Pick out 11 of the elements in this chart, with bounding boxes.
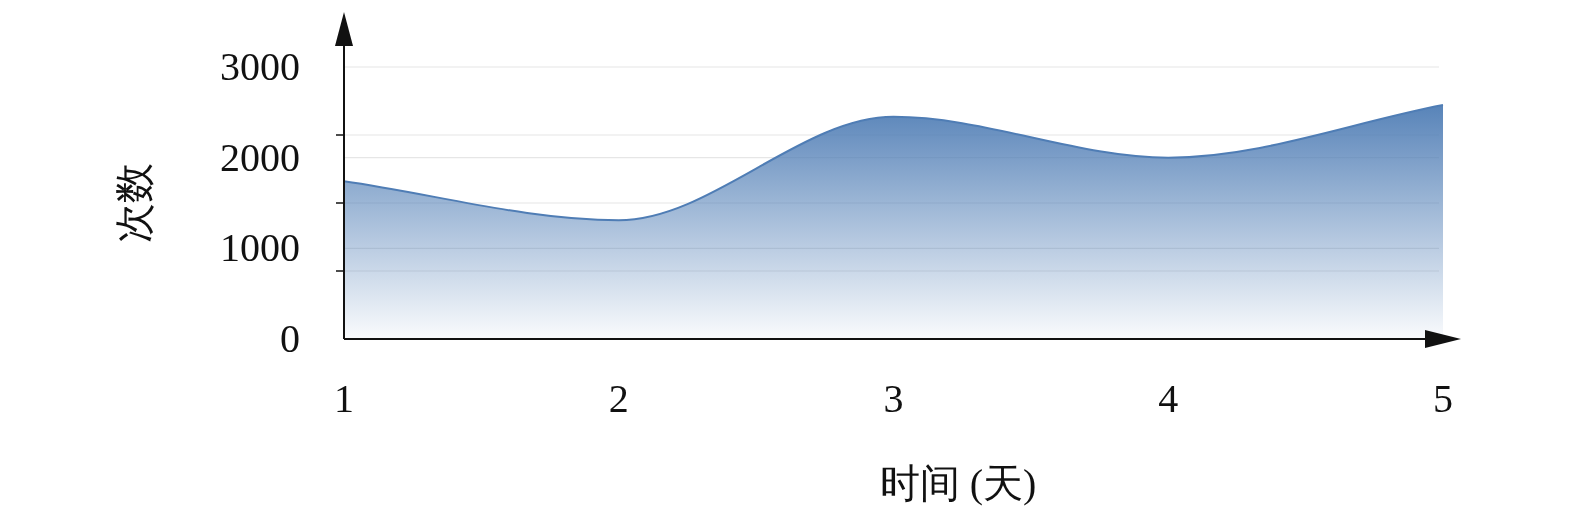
x-tick-label: 2 — [608, 376, 629, 421]
x-tick-label: 5 — [1433, 376, 1453, 421]
x-tick-label: 1 — [334, 376, 354, 421]
y-tick-label: 1000 — [220, 225, 300, 271]
y-tick-label: 2000 — [220, 134, 300, 180]
x-tick-label: 3 — [883, 376, 904, 421]
y-axis-title: 次数 — [112, 163, 157, 243]
x-tick-label: 4 — [1158, 376, 1179, 421]
x-axis-title: 时间 (天) — [879, 461, 1037, 506]
y-tick-label: 3000 — [220, 44, 300, 89]
y-tick-label: 0 — [280, 316, 300, 361]
